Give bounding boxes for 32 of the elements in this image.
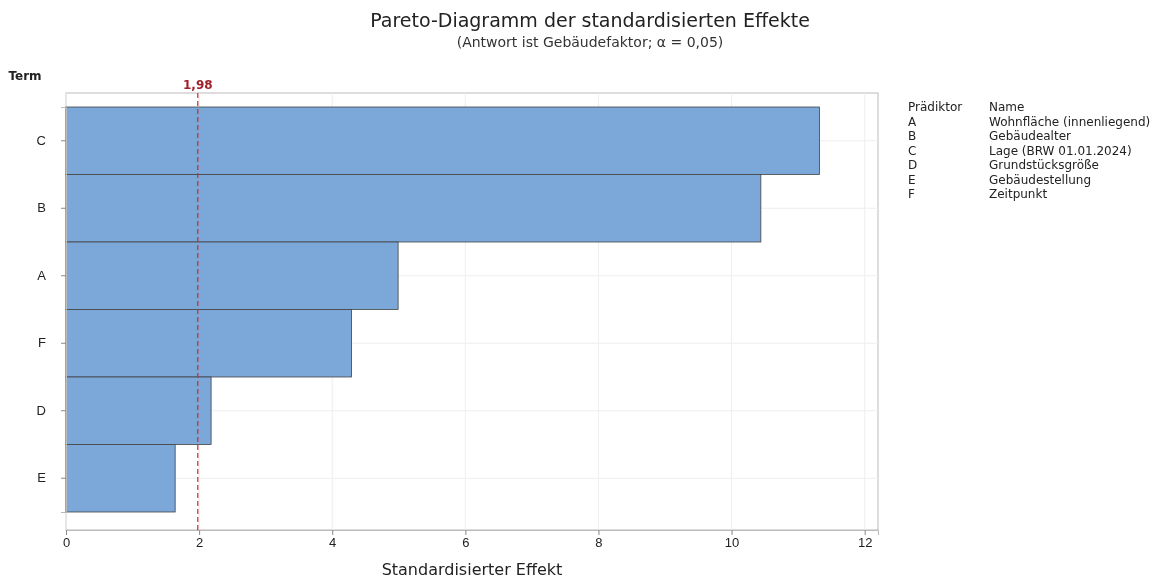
x-axis-title: Standardisierter Effekt bbox=[381, 560, 563, 579]
y-tick-label: F bbox=[38, 335, 47, 351]
y-axis-title: Term bbox=[8, 69, 42, 83]
x-tick-label: 12 bbox=[857, 535, 873, 551]
text: D bbox=[908, 158, 918, 172]
text: E bbox=[908, 172, 916, 187]
x-tick-label: 10 bbox=[724, 535, 740, 551]
text: Wohnfläche (innenliegend) bbox=[989, 114, 1151, 129]
x-tick-label: 0 bbox=[62, 535, 71, 551]
chart-subtitle: (Antwort ist Gebäudefaktor; α = 0,05) bbox=[456, 34, 724, 50]
y-tick-label: E bbox=[37, 470, 47, 486]
text: Grundstücksgröße bbox=[989, 158, 1099, 172]
text: Zeitpunkt bbox=[989, 187, 1048, 201]
text: Lage (BRW 01.01.2024) bbox=[989, 143, 1132, 158]
ref-line-label: 1,98 bbox=[182, 78, 213, 92]
y-tick-label: A bbox=[37, 267, 47, 283]
y-tick-label: D bbox=[36, 402, 46, 418]
x-tick-label: 6 bbox=[462, 535, 470, 551]
x-tick-label: 2 bbox=[196, 535, 204, 551]
chart-title: Pareto-Diagramm der standardisierten Effekte bbox=[370, 9, 810, 31]
text: F bbox=[908, 187, 915, 201]
x-tick-label: 4 bbox=[329, 535, 337, 551]
y-tick-label: B bbox=[37, 200, 46, 216]
text: Prädiktor bbox=[908, 100, 963, 114]
text: Gebäudealter bbox=[989, 129, 1072, 143]
text: Name bbox=[989, 100, 1025, 114]
y-tick-label: C bbox=[36, 132, 46, 148]
x-tick-label: 8 bbox=[595, 535, 603, 551]
text: A bbox=[908, 114, 917, 129]
text: Gebäudestellung bbox=[989, 172, 1092, 187]
text: C bbox=[908, 143, 917, 158]
text: B bbox=[908, 129, 917, 143]
